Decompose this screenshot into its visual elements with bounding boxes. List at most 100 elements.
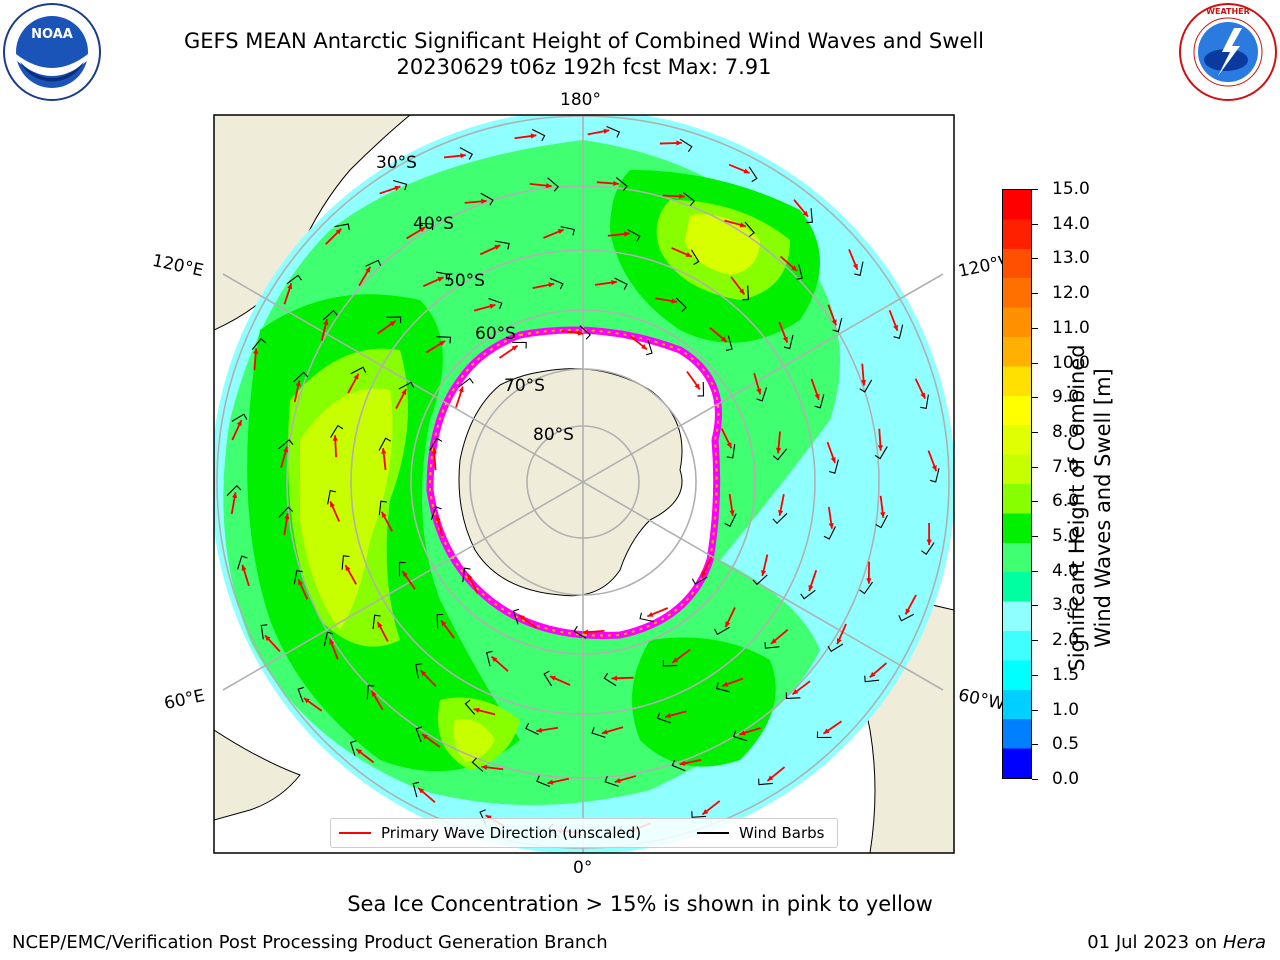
wind-barb: [459, 147, 474, 160]
colorbar-tick-label: 13.0: [1052, 248, 1090, 269]
colorbar-tick-mark: [1032, 362, 1038, 364]
wave-arrow-head: [828, 522, 834, 529]
lat-label-50s: 50°S: [444, 271, 485, 291]
wave-arrow-head: [481, 764, 488, 770]
wave-arrow-head: [236, 420, 242, 427]
footer-date: 01 Jul 2023 on Hera: [1087, 932, 1266, 953]
wind-barb: [286, 274, 302, 285]
wind-barb: [742, 285, 749, 301]
wind-barb: [512, 341, 527, 349]
wind-barb: [488, 297, 503, 309]
wave-arrow-head: [739, 288, 745, 295]
wind-barb: [752, 574, 768, 586]
wind-barb: [560, 226, 575, 236]
wave-arrow-head: [725, 621, 731, 628]
wave-arrow-head: [511, 345, 518, 351]
wave-arrow-head: [283, 446, 289, 453]
colorbar-tick-mark: [1032, 293, 1038, 295]
wave-arrow-head: [371, 690, 377, 697]
wind-barb: [920, 394, 929, 410]
colorbar-tick-label: 0.0: [1052, 769, 1080, 789]
wave-arrow-head: [377, 621, 383, 628]
wave-arrow-head: [611, 279, 617, 286]
svg-text:NOAA: NOAA: [31, 27, 73, 42]
wave-arrow-head: [739, 222, 746, 228]
wave-arrow-head: [836, 638, 842, 645]
wind-barb: [679, 138, 693, 152]
wave-arrow-head: [545, 183, 552, 189]
wave-arrow-head: [613, 180, 619, 187]
wind-barb: [392, 179, 408, 191]
wave-arrow-head: [756, 388, 762, 395]
wind-barb: [726, 335, 733, 351]
wind-barb: [430, 506, 442, 521]
wave-arrow-head: [356, 749, 363, 755]
colorbar-tick-label: 4.0: [1052, 560, 1080, 581]
wave-arrow-head: [702, 809, 709, 815]
wave-arrow-head: [330, 501, 335, 508]
lat-label-80s: 80°S: [533, 425, 574, 445]
lat-label-70s: 70°S: [504, 376, 545, 396]
wind-barb: [415, 663, 422, 679]
colorbar-tick-label: 14.0: [1052, 213, 1090, 234]
wave-arrow-head: [441, 620, 447, 627]
wave-arrow-head: [739, 730, 746, 736]
colorbar-tick-label: 9.0: [1052, 387, 1080, 408]
wave-arrow-head: [335, 228, 342, 235]
wave-arrow-head: [601, 729, 608, 735]
wind-barb: [531, 128, 546, 142]
wave-arrow-head: [435, 514, 441, 521]
map-frame: [213, 114, 955, 854]
wind-barb: [682, 192, 695, 206]
wave-arrow-head: [518, 614, 525, 621]
wind-barb: [783, 334, 794, 350]
map-title: GEFS MEAN Antarctic Significant Height o…: [183, 29, 985, 53]
wave-arrow-head: [611, 675, 618, 681]
wind-barb: [929, 468, 940, 483]
wave-arrow-head: [720, 336, 727, 342]
wind-barb: [785, 692, 801, 699]
wind-barb: [646, 339, 653, 356]
wind-barb: [671, 759, 686, 772]
colorbar-tick-label: 1.5: [1052, 664, 1080, 685]
wave-arrow-head: [860, 380, 867, 386]
wind-barb: [606, 125, 621, 138]
wave-arrow-head: [353, 373, 359, 380]
wind-barb: [675, 297, 687, 312]
colorbar-tick-mark: [1032, 431, 1038, 433]
wave-arrow-head: [431, 448, 437, 454]
wind-barb: [859, 581, 873, 595]
wave-arrow-head: [480, 198, 487, 204]
wave-arrow-head: [241, 564, 247, 571]
noaa-logo-icon: NOAA: [3, 3, 101, 101]
wind-barb: [764, 642, 780, 649]
wind-barb: [714, 626, 730, 636]
wave-arrow-head: [671, 298, 678, 304]
wave-arrow-head: [743, 168, 750, 174]
wave-arrow-head: [679, 760, 686, 766]
wind-barb: [603, 672, 617, 687]
wind-barb: [800, 589, 816, 600]
wave-arrow-head: [548, 282, 555, 288]
wind-barb: [378, 437, 392, 451]
wave-arrow-head: [381, 511, 387, 518]
wind-barb: [226, 484, 242, 497]
wave-arrow-head: [418, 787, 425, 794]
wind-barb: [436, 336, 452, 344]
lat-label-30s: 30°S: [376, 153, 417, 173]
wind-barb: [854, 261, 864, 277]
wind-barb: [748, 166, 758, 183]
wave-arrow-head: [284, 513, 290, 520]
wind-barb: [525, 722, 539, 735]
wind-barb: [260, 624, 268, 640]
wave-arrow-head: [485, 815, 492, 821]
wave-arrow-head: [722, 681, 729, 687]
colorbar-tick-label: 0.5: [1052, 734, 1080, 755]
wave-arrow-head: [345, 565, 351, 572]
wind-barbs: [226, 125, 940, 838]
wave-arrow-head: [458, 386, 464, 393]
colorbar: [1002, 189, 1032, 779]
colorbar-label: Significant Height of Combined Wind Wave…: [1065, 344, 1115, 672]
wind-barb: [591, 727, 606, 738]
wave-arrow-head: [866, 578, 872, 584]
